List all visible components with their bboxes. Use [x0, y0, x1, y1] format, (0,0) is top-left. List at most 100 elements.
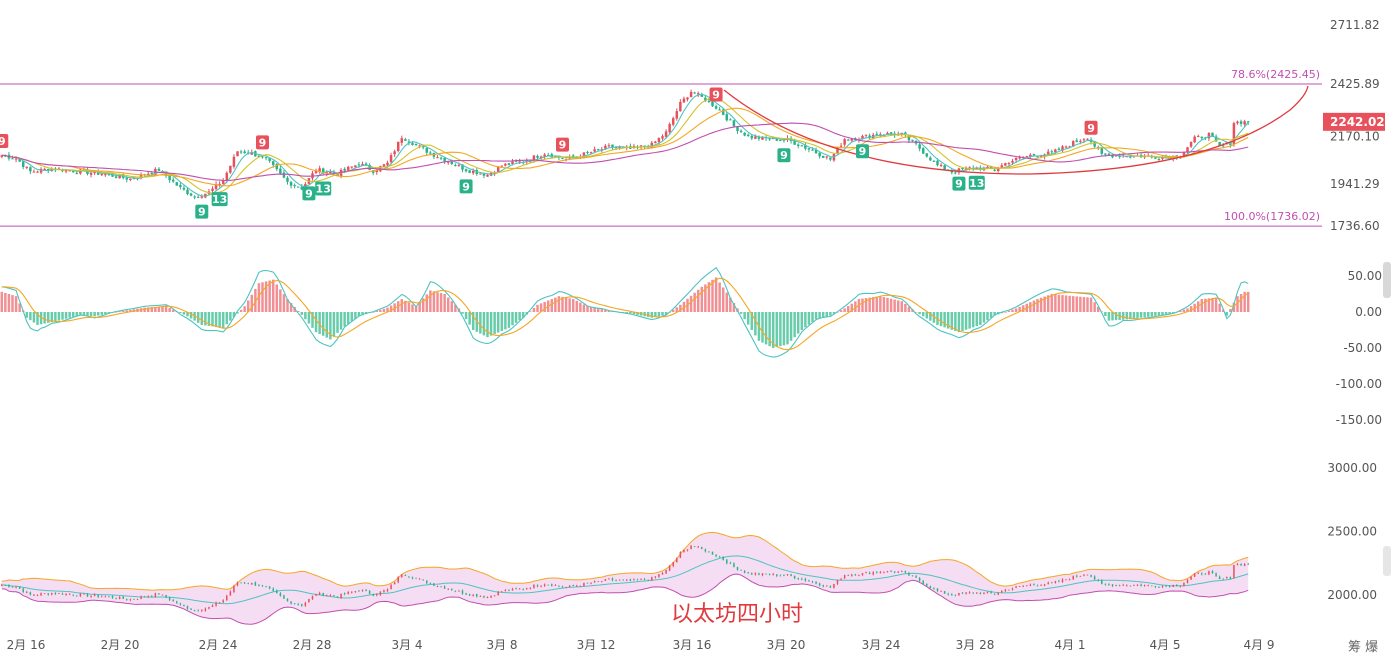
- boll-candle-body: [18, 586, 21, 589]
- boll-candle-body: [493, 595, 496, 597]
- boll-candle-body: [86, 593, 89, 597]
- boll-candle-body: [1240, 563, 1242, 566]
- boll-candle-body: [729, 562, 732, 564]
- boll-candle-body: [1190, 576, 1192, 580]
- boll-candle-body: [851, 574, 853, 576]
- candle-body: [618, 147, 621, 149]
- boll-candle-body: [1222, 578, 1224, 580]
- macd-bar: [704, 284, 707, 312]
- candle-body: [743, 132, 746, 136]
- candle-body: [929, 157, 932, 161]
- macd-bar: [764, 312, 768, 345]
- candle-body: [71, 171, 75, 173]
- macd-bar: [654, 312, 657, 318]
- boll-candle-body: [1126, 585, 1128, 587]
- candle-body: [389, 155, 393, 163]
- boll-candle-body: [1083, 575, 1085, 576]
- side-scroll-handle-lower[interactable]: [1383, 546, 1391, 576]
- candle-body: [336, 173, 339, 176]
- macd-bar: [807, 312, 811, 325]
- boll-candle-body: [204, 608, 207, 611]
- macd-bar: [436, 292, 439, 312]
- boll-candle-body: [361, 590, 364, 592]
- boll-candle-body: [168, 597, 171, 601]
- macd-bar: [268, 280, 271, 312]
- candle-body: [414, 144, 418, 146]
- boll-candle-body: [565, 587, 567, 589]
- boll-candle-body: [961, 592, 964, 594]
- candle-body: [296, 186, 300, 188]
- candle-body: [289, 182, 293, 186]
- macd-bar: [896, 300, 900, 312]
- boll-candle-body: [247, 583, 249, 585]
- boll-candle-body: [1026, 585, 1028, 587]
- candle-body: [664, 131, 668, 137]
- candle-body: [196, 196, 200, 198]
- candle-body: [668, 124, 671, 133]
- boll-candle-body: [1233, 565, 1235, 579]
- boll-candle-body: [568, 585, 571, 587]
- macd-bar: [850, 303, 854, 312]
- candle-body: [514, 160, 518, 162]
- macd-panel[interactable]: 50.00 0.00 -50.00 -100.00 -150.00: [0, 266, 1382, 427]
- candle-body: [396, 141, 400, 151]
- date-tick-label: 2月 28: [293, 638, 332, 652]
- boll-candle-body: [265, 586, 267, 587]
- macd-bar: [961, 312, 964, 331]
- macd-bar: [211, 312, 214, 327]
- macd-bar: [421, 298, 425, 312]
- macd-bar: [461, 312, 464, 314]
- macd-bar: [1232, 302, 1236, 312]
- moving-averages: [1, 94, 1249, 197]
- boll-candle-body: [104, 596, 107, 598]
- date-tick-label: 3月 4: [391, 638, 422, 652]
- boll-candle-body: [908, 572, 910, 576]
- candle-body: [511, 161, 514, 164]
- boll-candle-body: [1140, 584, 1142, 587]
- macd-tick-label: 0.00: [1355, 305, 1382, 319]
- macd-bar: [514, 312, 518, 323]
- boll-candle-body: [454, 590, 457, 592]
- macd-bar: [1111, 312, 1114, 321]
- boll-candle-body: [40, 593, 42, 596]
- candle-body: [1193, 136, 1196, 143]
- boll-candle-body: [740, 569, 742, 571]
- macd-bar: [929, 312, 932, 321]
- date-tick-label: 3月 8: [486, 638, 517, 652]
- macd-bar: [521, 312, 525, 318]
- boll-candle-body: [879, 571, 882, 574]
- macd-bar: [1189, 306, 1193, 312]
- candle-body: [171, 179, 175, 182]
- candle-body: [264, 157, 268, 159]
- macd-bar: [68, 312, 71, 318]
- boll-candle-body: [590, 582, 592, 584]
- candle-body: [1150, 156, 1154, 158]
- bollinger-panel[interactable]: 3000.00 2500.00 2000.00 以太坊四小时: [1, 461, 1377, 627]
- macd-bar: [46, 312, 50, 323]
- bollinger-band: [1, 531, 1249, 625]
- candle-body: [182, 187, 186, 190]
- boll-candle-body: [1204, 573, 1207, 575]
- macd-bar: [264, 281, 268, 312]
- boll-candle-body: [547, 584, 549, 586]
- boll-candle-body: [701, 547, 703, 549]
- macd-dif-line: [1, 266, 1249, 358]
- candle-body: [43, 168, 46, 170]
- macd-bar: [761, 312, 764, 343]
- candle-body: [443, 157, 446, 162]
- date-tick-label: 3月 20: [767, 638, 806, 652]
- boll-candle-body: [308, 598, 310, 603]
- boll-candle-body: [543, 584, 546, 586]
- macd-bar: [718, 282, 721, 312]
- candle-body: [729, 119, 732, 121]
- boll-candle-body: [486, 596, 489, 599]
- side-scroll-handle[interactable]: [1383, 262, 1391, 298]
- macd-bar: [661, 312, 664, 316]
- macd-bar: [1211, 297, 1214, 312]
- price-tick-label: 1736.60: [1330, 219, 1380, 233]
- candle-body: [611, 144, 614, 148]
- candle-body: [1214, 136, 1218, 142]
- candle-body: [1100, 147, 1104, 154]
